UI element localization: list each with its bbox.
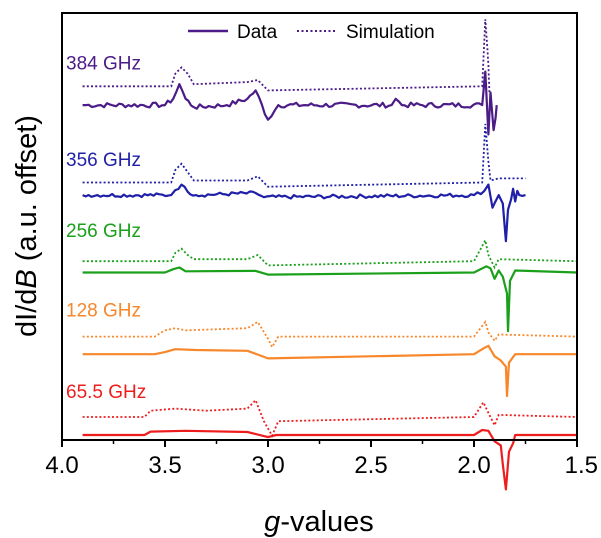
series-label-256-ghz: 256 GHz — [66, 221, 141, 242]
x-axis-ticks: 4.0 3.5 3.0 2.5 2.0 1.5 — [45, 440, 598, 479]
x-axis-title: g-values — [264, 506, 374, 538]
series-labels: 384 GHz 356 GHz 256 GHz 128 GHz 65.5 GHz — [66, 54, 146, 404]
simulation-line-256-ghz — [82, 237, 578, 270]
simulation-line-356-ghz — [82, 123, 526, 188]
legend-label-simulation: Simulation — [346, 22, 435, 43]
data-line-356-ghz — [82, 183, 526, 243]
series-label-356-ghz: 356 GHz — [66, 150, 141, 171]
plot-series — [82, 19, 578, 491]
simulation-line-65-5-ghz — [82, 398, 578, 438]
data-line-256-ghz — [82, 265, 578, 333]
series-label-128-ghz: 128 GHz — [66, 301, 141, 322]
simulation-line-384-ghz — [82, 19, 491, 95]
x-tick-label: 4.0 — [45, 452, 78, 479]
series-label-65-5-ghz: 65.5 GHz — [66, 382, 146, 403]
x-tick-label: 2.5 — [354, 452, 387, 479]
simulation-line-128-ghz — [82, 319, 578, 349]
data-line-128-ghz — [82, 344, 577, 398]
data-line-384-ghz — [82, 70, 498, 136]
legend: Data Simulation — [188, 22, 435, 43]
y-axis-title: dI/dB (a.u. offset) — [11, 115, 43, 337]
legend-label-data: Data — [237, 22, 278, 43]
x-tick-label: 3.5 — [148, 452, 181, 479]
x-tick-label: 3.0 — [251, 452, 284, 479]
series-label-384-ghz: 384 GHz — [66, 54, 141, 75]
data-line-65-5-ghz — [82, 428, 577, 491]
x-tick-label: 1.5 — [565, 452, 598, 479]
x-tick-label: 2.0 — [457, 452, 490, 479]
